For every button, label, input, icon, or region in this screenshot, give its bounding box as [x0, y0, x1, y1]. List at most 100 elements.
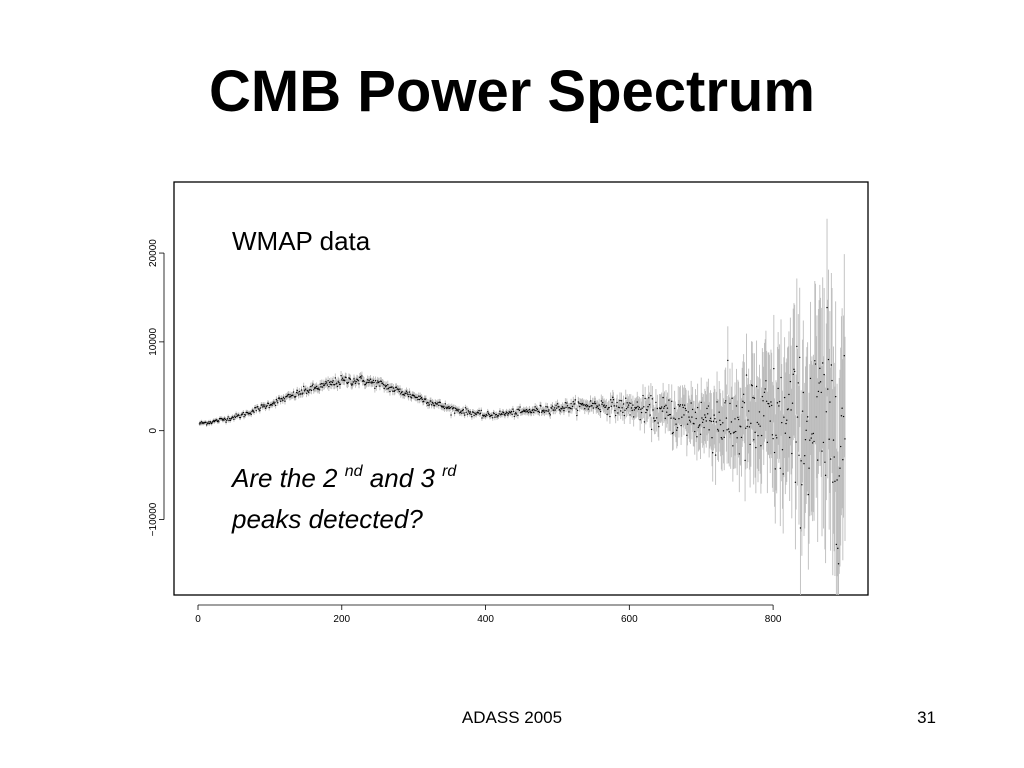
data-point: [727, 428, 730, 430]
data-point: [660, 406, 663, 408]
data-point: [719, 423, 722, 426]
data-point: [643, 421, 646, 423]
data-point: [349, 378, 352, 380]
data-point: [632, 404, 634, 406]
data-point: [451, 406, 453, 408]
data-point: [457, 410, 459, 412]
data-point: [657, 422, 659, 424]
data-point: [421, 398, 423, 400]
data-point: [651, 398, 654, 400]
data-point: [816, 396, 818, 398]
data-point: [468, 411, 470, 413]
data-point: [397, 389, 400, 391]
data-point: [674, 418, 677, 421]
data-point: [444, 403, 446, 405]
data-point: [487, 411, 489, 413]
data-point: [529, 410, 531, 413]
data-point: [497, 415, 500, 417]
data-point: [616, 401, 618, 404]
data-point: [302, 385, 305, 388]
data-point: [469, 411, 472, 413]
data-point: [313, 389, 315, 391]
data-point: [543, 409, 545, 411]
data-point: [332, 380, 334, 382]
data-point: [814, 363, 817, 365]
data-point: [619, 399, 621, 402]
data-point: [575, 408, 577, 410]
data-point: [788, 436, 791, 439]
data-point: [321, 386, 324, 388]
data-point: [626, 402, 628, 404]
data-point: [595, 406, 597, 409]
data-point: [584, 407, 586, 410]
data-point: [759, 425, 761, 427]
data-point: [340, 374, 342, 377]
data-point: [313, 387, 316, 389]
data-point: [612, 399, 615, 401]
data-point: [681, 416, 683, 418]
data-point: [328, 385, 330, 388]
data-point: [721, 438, 723, 440]
data-point: [461, 409, 464, 412]
data-point: [809, 377, 812, 380]
data-point: [512, 410, 515, 413]
data-point: [741, 406, 743, 409]
data-point: [763, 415, 765, 417]
data-point: [824, 474, 827, 477]
slide-number: 31: [917, 708, 936, 727]
data-point: [648, 397, 650, 399]
data-point: [527, 410, 529, 412]
data-point: [264, 404, 266, 406]
data-point: [486, 414, 488, 417]
data-point: [820, 391, 822, 394]
data-point: [653, 417, 655, 419]
data-point: [607, 408, 609, 410]
data-point: [555, 404, 557, 406]
data-point: [556, 407, 558, 409]
data-point: [646, 409, 649, 411]
data-point: [438, 404, 440, 407]
data-point: [803, 462, 805, 465]
data-point: [279, 400, 282, 402]
data-point: [515, 412, 517, 414]
data-point: [527, 411, 530, 414]
data-point: [574, 403, 576, 405]
data-point: [737, 418, 740, 421]
data-point: [622, 411, 624, 414]
data-point: [720, 436, 723, 439]
data-point: [796, 416, 799, 418]
data-point: [205, 421, 207, 424]
data-point: [254, 406, 257, 409]
data-point: [693, 423, 695, 425]
data-point: [769, 420, 771, 422]
data-point: [806, 416, 809, 418]
data-point: [528, 408, 531, 411]
data-point: [273, 403, 275, 405]
data-point: [275, 398, 278, 401]
data-point: [458, 408, 460, 411]
data-point: [277, 402, 279, 404]
data-point: [830, 364, 833, 366]
data-point: [691, 416, 693, 418]
data-point: [773, 367, 775, 370]
data-point: [228, 419, 230, 422]
data-point: [677, 404, 679, 406]
data-point: [563, 407, 566, 409]
data-point: [618, 406, 620, 409]
data-point: [370, 382, 372, 384]
data-point: [699, 424, 701, 426]
data-point: [800, 460, 802, 462]
slide-title: CMB Power Spectrum: [209, 59, 815, 124]
data-point: [786, 419, 788, 421]
data-point: [354, 382, 357, 385]
data-point: [374, 380, 377, 382]
data-point: [682, 406, 684, 409]
data-point: [793, 368, 795, 371]
data-point: [689, 421, 692, 423]
data-point: [650, 395, 652, 397]
data-point: [423, 400, 425, 403]
y-tick-label: 10000: [148, 328, 159, 356]
data-point: [525, 411, 527, 413]
data-point: [212, 420, 214, 423]
